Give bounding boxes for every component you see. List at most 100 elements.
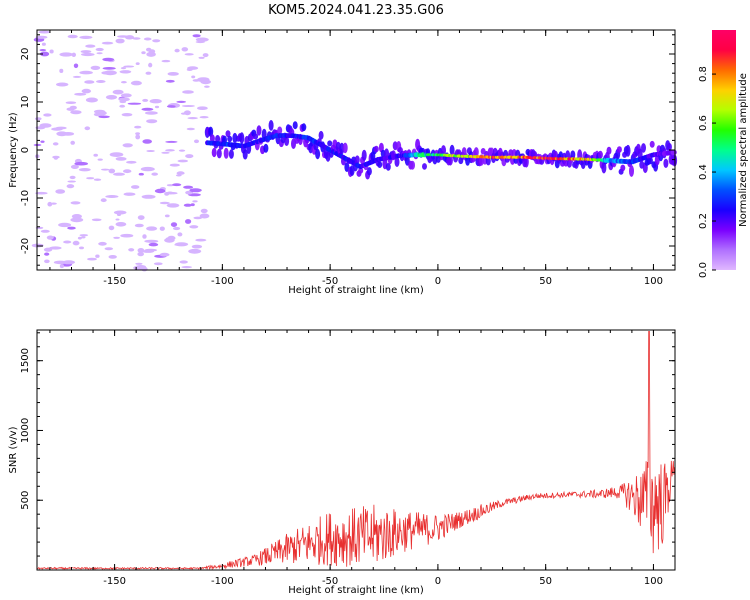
noise-blob (153, 262, 163, 266)
noise-blob (164, 214, 170, 218)
noise-blob (198, 56, 205, 59)
noise-blob (40, 51, 50, 57)
ridge-halo (225, 130, 231, 138)
noise-blob (96, 110, 107, 116)
noise-blob (183, 110, 191, 116)
noise-blob (195, 238, 207, 242)
ridge-halo (410, 160, 415, 170)
noise-blob (70, 201, 81, 205)
noise-blob (85, 44, 96, 48)
noise-blob (118, 97, 130, 102)
noise-blob (95, 254, 100, 258)
y-tick-label: 1000 (20, 418, 31, 443)
ridge-halo (597, 150, 603, 159)
noise-blob (146, 119, 158, 124)
snr-series-line (36, 331, 675, 571)
colorbar-tick-label: 0.0 (698, 262, 709, 278)
noise-blob (131, 185, 140, 189)
noise-blob (145, 111, 158, 115)
noise-blob (39, 123, 52, 128)
noise-blob (123, 192, 136, 196)
noise-blob (146, 226, 158, 231)
noise-blob (159, 201, 170, 205)
noise-blob (65, 101, 77, 104)
noise-blob (146, 51, 156, 57)
noise-blob (169, 163, 180, 167)
noise-blob (49, 246, 62, 250)
noise-blob (197, 106, 208, 110)
noise-blob (95, 47, 104, 52)
noise-blob (35, 117, 42, 121)
noise-blob (55, 189, 66, 194)
ridge-halo (601, 161, 607, 174)
y-tick-label: 20 (20, 48, 31, 61)
noise-blob (44, 252, 50, 256)
noise-blob (59, 264, 64, 269)
ridge-halo (447, 155, 453, 166)
snr-y-label: SNR (v/v) (8, 426, 19, 473)
noise-blob (199, 213, 210, 219)
noise-blob (126, 160, 137, 164)
y-tick-label: 0 (20, 147, 31, 153)
noise-blob (101, 168, 110, 171)
noise-blob (141, 194, 156, 199)
x-tick-label: 100 (644, 276, 663, 287)
noise-blob (181, 266, 193, 269)
noise-blob (159, 226, 165, 231)
noise-blob (177, 159, 189, 163)
ridge-halo (647, 156, 653, 165)
ridge-halo (473, 147, 479, 157)
spectrogram-x-ticks: -150 -100 -50 0 50 100 (49, 30, 676, 287)
noise-blob (35, 191, 48, 195)
noise-blob (142, 234, 147, 239)
noise-blob (144, 239, 159, 243)
noise-blob (185, 219, 192, 224)
noise-blob (104, 247, 114, 251)
ridge-halo (480, 148, 486, 155)
noise-blob (141, 107, 154, 111)
noise-blob (66, 107, 75, 111)
colorbar-ticks: 0.0 0.2 0.4 0.6 0.8 (698, 66, 716, 278)
spectrogram-ridge (204, 120, 678, 180)
noise-blob (124, 35, 135, 40)
noise-blob (66, 184, 75, 189)
noise-blob (187, 117, 198, 120)
ridge-halo (366, 167, 372, 176)
noise-blob (134, 125, 142, 129)
noise-blob (199, 116, 209, 119)
noise-blob (100, 198, 107, 203)
ridge-halo (422, 163, 427, 170)
noise-blob (152, 39, 161, 43)
noise-blob (97, 158, 103, 161)
noise-blob (159, 252, 170, 257)
ridge-halo (239, 132, 245, 144)
noise-blob (154, 105, 160, 109)
colorbar-tick-label: 0.6 (698, 115, 709, 131)
ridge-halo (268, 120, 274, 131)
x-tick-label: 0 (435, 276, 441, 287)
noise-blob (115, 222, 127, 227)
noise-blob (142, 249, 155, 253)
ridge-halo (209, 134, 215, 143)
noise-blob (132, 37, 141, 40)
ridge-halo (301, 123, 307, 132)
ridge-halo (641, 143, 646, 153)
noise-blob (40, 140, 45, 143)
noise-blob (121, 113, 133, 117)
noise-blob (174, 48, 180, 53)
ridge-halo (625, 144, 631, 157)
noise-blob (81, 88, 92, 94)
noise-blob (181, 47, 189, 52)
noise-blob (143, 37, 152, 41)
x-tick-label: -150 (103, 276, 126, 287)
noise-blob (90, 65, 101, 70)
noise-blob (161, 151, 170, 154)
y-tick-label: -20 (20, 238, 31, 254)
noise-blob (192, 200, 198, 203)
ridge-halo (606, 146, 612, 155)
ridge-halo (663, 158, 669, 168)
noise-blob (43, 113, 52, 117)
noise-blob (113, 210, 127, 215)
noise-blob (79, 246, 84, 250)
noise-blob (109, 152, 124, 158)
